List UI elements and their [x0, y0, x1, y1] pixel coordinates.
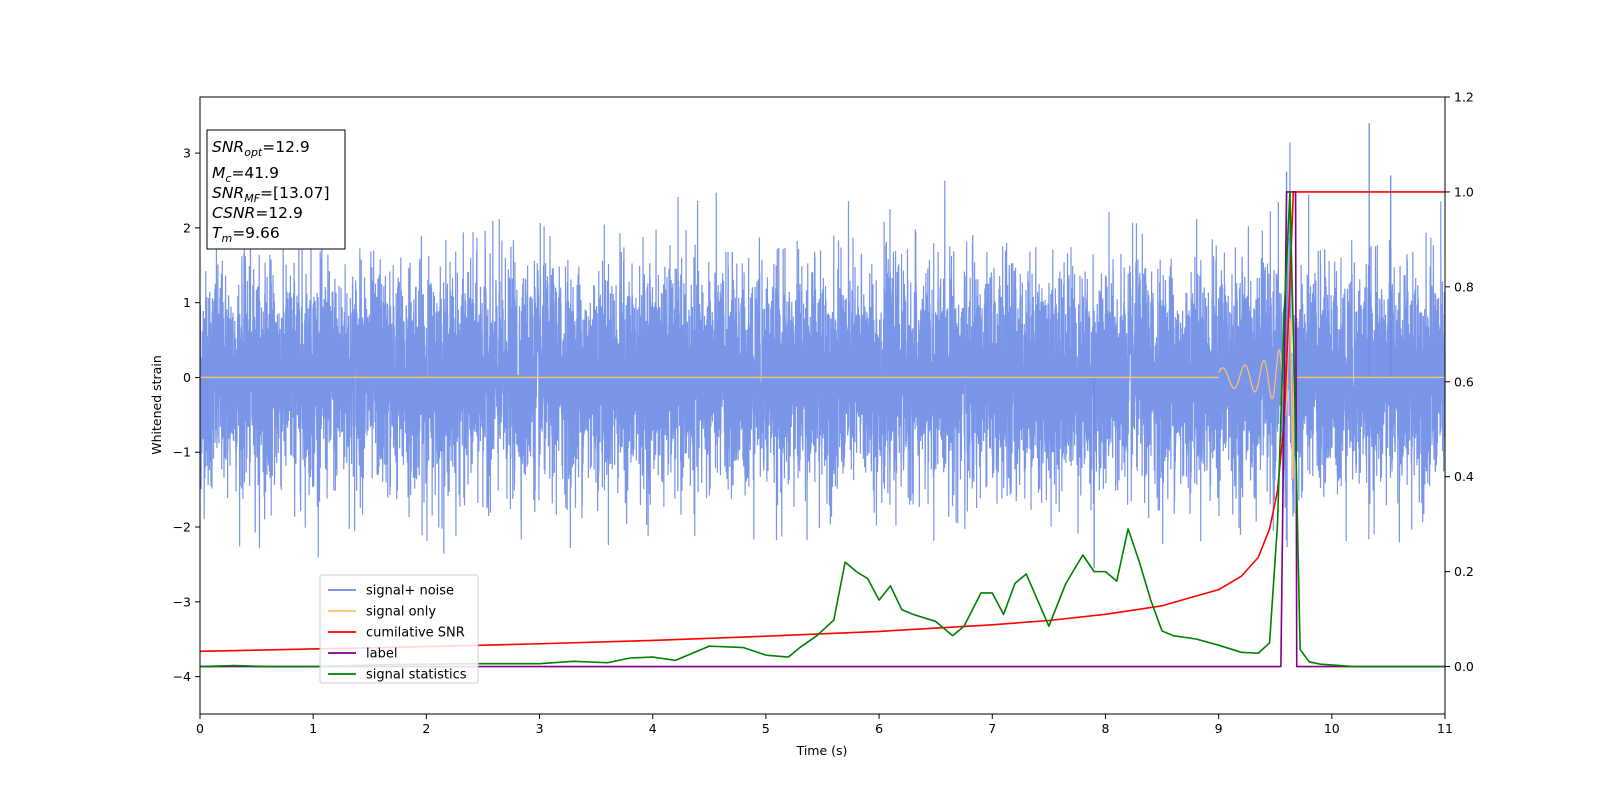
- info-box: SNRopt=12.9 Mc=41.9 SNRMF=[13.07] CSNR=1…: [206, 129, 346, 250]
- y-left-tick-label: 0: [183, 370, 191, 385]
- x-tick-label: 6: [875, 721, 883, 736]
- info-csnr: CSNR=12.9: [212, 204, 303, 222]
- y-left-tick-label: 3: [183, 146, 191, 161]
- legend-label: signal only: [366, 605, 436, 620]
- x-axis: 0 1 2 3 4 5 6 7 8 9 10 11: [196, 714, 1453, 736]
- series-layer: [200, 123, 1445, 668]
- series-signal-only: [1218, 317, 1299, 480]
- plot-frame: [199, 96, 1446, 715]
- legend-label: label: [366, 647, 397, 662]
- y-left-tick-label: 2: [183, 220, 191, 235]
- legend-label: signal statistics: [366, 668, 467, 683]
- info-snr-mf: SNRMF=[13.07]: [212, 184, 330, 205]
- series-signal-noise: [200, 142, 1445, 558]
- series-signal-statistics: [200, 191, 1445, 668]
- y-left-tick-label: 1: [183, 295, 191, 310]
- x-tick-label: 0: [196, 721, 204, 736]
- y-right-tick-label: 0.2: [1454, 564, 1474, 579]
- y-axis-left: −4 −3 −2 −1 0 1 2 3: [173, 146, 200, 684]
- series-cumilative-snr: [200, 191, 1445, 653]
- x-tick-label: 3: [536, 721, 544, 736]
- series-label: [200, 191, 1445, 668]
- x-axis-label: Time (s): [796, 743, 848, 758]
- info-mc: Mc=41.9: [212, 164, 279, 185]
- y-right-tick-label: 1.2: [1454, 90, 1474, 105]
- x-tick-label: 9: [1215, 721, 1223, 736]
- info-tm: Tm=9.66: [212, 224, 280, 245]
- y-axis-label: Whitened strain: [149, 355, 164, 454]
- y-right-tick-label: 0.8: [1454, 279, 1474, 294]
- y-right-tick-label: 0.6: [1454, 374, 1474, 389]
- x-tick-label: 4: [649, 721, 657, 736]
- legend-label: cumilative SNR: [366, 626, 465, 641]
- x-tick-label: 2: [422, 721, 430, 736]
- y-right-tick-label: 1.0: [1454, 184, 1474, 199]
- info-snr-opt: SNRopt=12.9: [212, 138, 310, 159]
- y-right-tick-label: 0.0: [1454, 659, 1474, 674]
- x-tick-label: 11: [1437, 721, 1453, 736]
- y-left-tick-label: −4: [173, 669, 191, 684]
- x-tick-label: 1: [309, 721, 317, 736]
- y-left-tick-label: −1: [173, 445, 191, 460]
- x-tick-label: 10: [1324, 721, 1340, 736]
- y-axis-right: 0.0 0.2 0.4 0.6 0.8 1.0 1.2: [1445, 90, 1474, 674]
- y-right-tick-label: 0.4: [1454, 469, 1474, 484]
- y-left-tick-label: −2: [173, 520, 191, 535]
- x-tick-label: 7: [988, 721, 996, 736]
- x-tick-label: 8: [1101, 721, 1109, 736]
- legend: signal+ noise signal only cumilative SNR la…: [319, 574, 479, 684]
- legend-label: signal+ noise: [366, 584, 454, 599]
- y-left-tick-label: −3: [173, 594, 191, 609]
- x-tick-label: 5: [762, 721, 770, 736]
